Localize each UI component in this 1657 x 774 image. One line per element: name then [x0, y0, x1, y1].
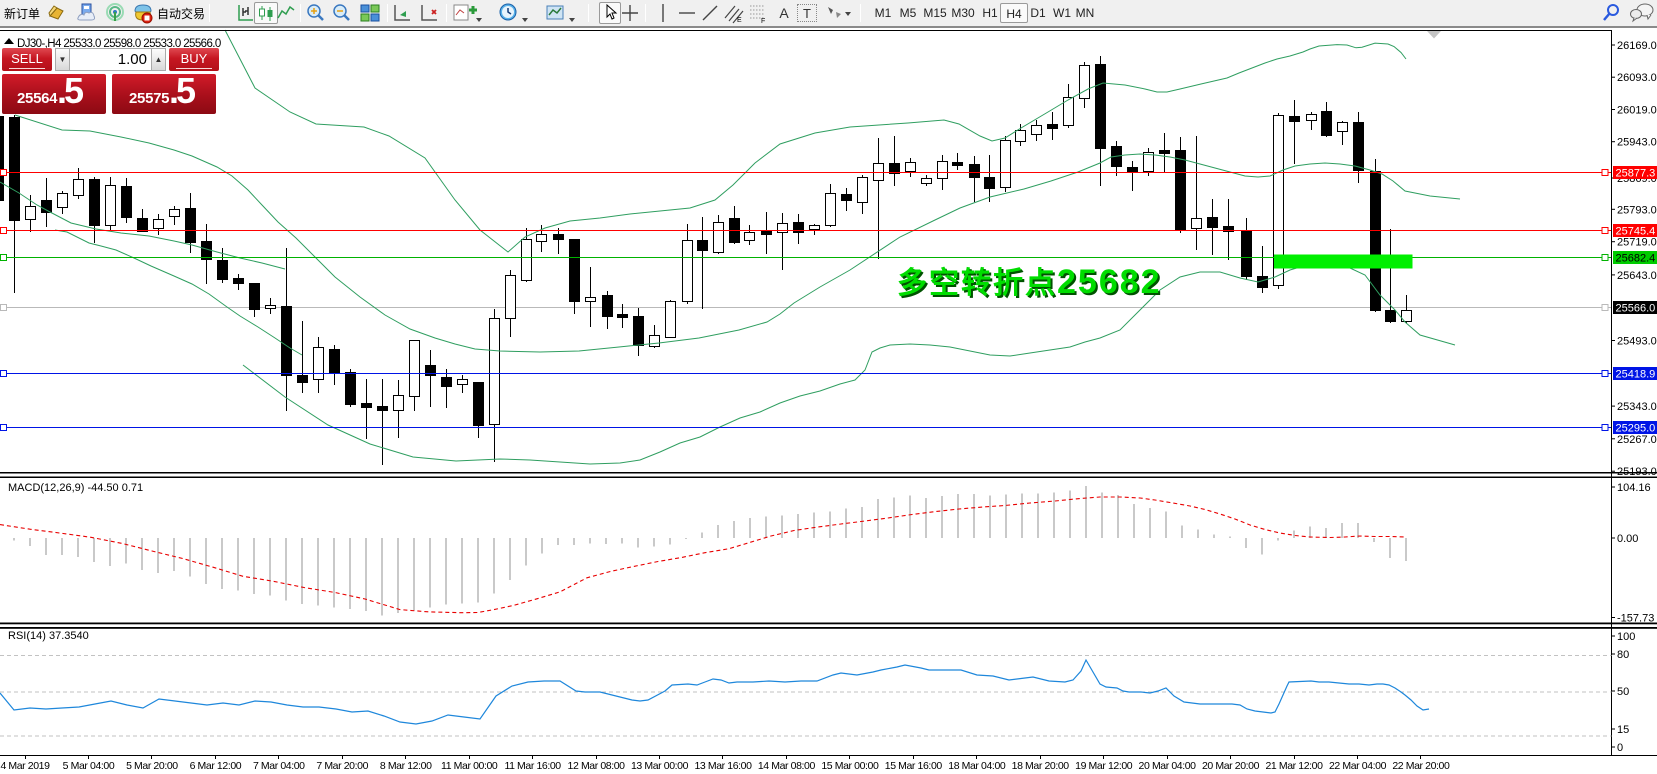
- svg-text:14 Mar 08:00: 14 Mar 08:00: [758, 760, 816, 772]
- svg-text:25267.0: 25267.0: [1617, 434, 1657, 446]
- svg-text:6 Mar 12:00: 6 Mar 12:00: [190, 760, 242, 772]
- svg-text:25493.0: 25493.0: [1617, 336, 1657, 348]
- svg-text:25566.0: 25566.0: [1616, 303, 1656, 315]
- svg-text:13 Mar 16:00: 13 Mar 16:00: [694, 760, 752, 772]
- svg-text:多空转折点25682: 多空转折点25682: [899, 265, 1164, 303]
- svg-text:26169.0: 26169.0: [1617, 40, 1657, 52]
- svg-text:25877.3: 25877.3: [1616, 168, 1656, 180]
- svg-text:25295.0: 25295.0: [1616, 423, 1656, 435]
- svg-text:0: 0: [1617, 742, 1623, 754]
- svg-text:19 Mar 12:00: 19 Mar 12:00: [1075, 760, 1133, 772]
- svg-text:DJ30-,H4 25533.0 25598.0 2553: DJ30-,H4 25533.0 25598.0 25533.0 25566.0: [17, 38, 221, 50]
- svg-text:20 Mar 04:00: 20 Mar 04:00: [1139, 760, 1197, 772]
- svg-text:25793.0: 25793.0: [1617, 204, 1657, 216]
- svg-text:15: 15: [1617, 724, 1629, 736]
- svg-text:15 Mar 16:00: 15 Mar 16:00: [885, 760, 943, 772]
- svg-text:20 Mar 20:00: 20 Mar 20:00: [1202, 760, 1260, 772]
- svg-text:-157.73: -157.73: [1617, 613, 1654, 625]
- svg-text:7 Mar 20:00: 7 Mar 20:00: [316, 760, 368, 772]
- svg-text:E: E: [737, 17, 742, 24]
- svg-text:0.00: 0.00: [1617, 533, 1638, 545]
- svg-text:RSI(14) 37.3540: RSI(14) 37.3540: [8, 630, 89, 642]
- svg-text:4 Mar 2019: 4 Mar 2019: [0, 760, 50, 772]
- svg-text:18 Mar 20:00: 18 Mar 20:00: [1012, 760, 1070, 772]
- svg-text:18 Mar 04:00: 18 Mar 04:00: [948, 760, 1006, 772]
- svg-text:21 Mar 12:00: 21 Mar 12:00: [1265, 760, 1323, 772]
- svg-text:25343.0: 25343.0: [1617, 401, 1657, 413]
- svg-text:25943.0: 25943.0: [1617, 137, 1657, 149]
- svg-text:25643.0: 25643.0: [1617, 270, 1657, 282]
- svg-text:多空转折点25682: 多空转折点25682: [897, 263, 1162, 301]
- svg-text:22 Mar 20:00: 22 Mar 20:00: [1392, 760, 1450, 772]
- svg-text:5 Mar 20:00: 5 Mar 20:00: [126, 760, 178, 772]
- svg-text:22 Mar 04:00: 22 Mar 04:00: [1329, 760, 1387, 772]
- svg-text:F: F: [761, 18, 765, 24]
- svg-text:11 Mar 16:00: 11 Mar 16:00: [504, 760, 561, 772]
- svg-text:7 Mar 04:00: 7 Mar 04:00: [253, 760, 305, 772]
- svg-text:25682.4: 25682.4: [1616, 253, 1656, 265]
- svg-text:13 Mar 00:00: 13 Mar 00:00: [631, 760, 689, 772]
- svg-text:25418.9: 25418.9: [1616, 369, 1656, 381]
- svg-text:80: 80: [1617, 649, 1629, 661]
- svg-text:100: 100: [1617, 631, 1635, 643]
- svg-text:15 Mar 00:00: 15 Mar 00:00: [821, 760, 879, 772]
- svg-text:25719.0: 25719.0: [1617, 237, 1657, 249]
- svg-text:104.16: 104.16: [1617, 482, 1651, 494]
- svg-text:11 Mar 00:00: 11 Mar 00:00: [441, 760, 498, 772]
- svg-text:8 Mar 12:00: 8 Mar 12:00: [380, 760, 432, 772]
- svg-text:MACD(12,26,9) -44.50 0.71: MACD(12,26,9) -44.50 0.71: [8, 482, 143, 494]
- svg-text:50: 50: [1617, 686, 1629, 698]
- svg-text:5 Mar 04:00: 5 Mar 04:00: [63, 760, 115, 772]
- svg-text:26019.0: 26019.0: [1617, 105, 1657, 117]
- svg-text:12 Mar 08:00: 12 Mar 08:00: [568, 760, 626, 772]
- svg-text:26093.0: 26093.0: [1617, 72, 1657, 84]
- svg-text:25193.0: 25193.0: [1617, 466, 1657, 478]
- svg-text:25745.4: 25745.4: [1616, 226, 1656, 238]
